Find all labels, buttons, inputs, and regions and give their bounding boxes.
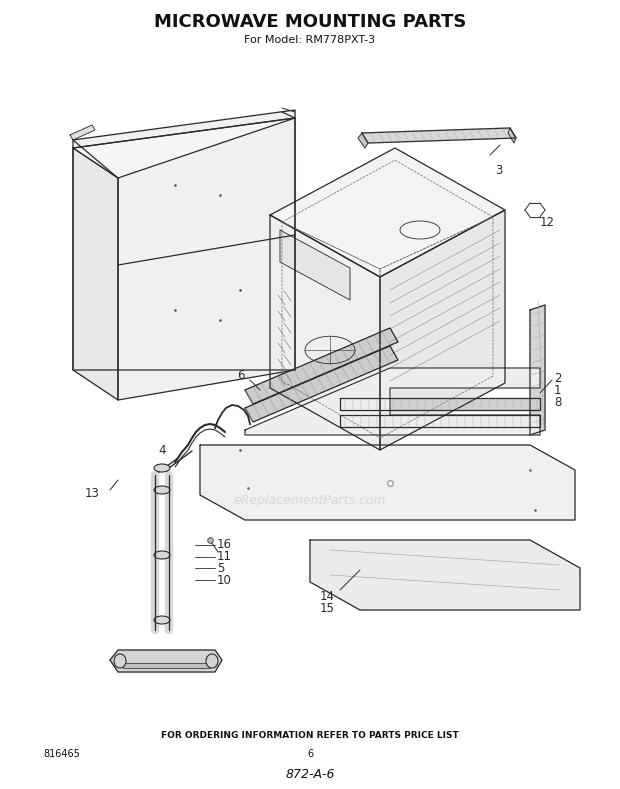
Polygon shape: [358, 133, 368, 148]
Text: 5: 5: [217, 562, 224, 574]
Polygon shape: [73, 110, 295, 148]
Polygon shape: [73, 118, 295, 370]
Text: FOR ORDERING INFORMATION REFER TO PARTS PRICE LIST: FOR ORDERING INFORMATION REFER TO PARTS …: [161, 731, 459, 741]
Ellipse shape: [114, 654, 126, 668]
Polygon shape: [270, 215, 380, 450]
Polygon shape: [245, 346, 398, 422]
Ellipse shape: [154, 486, 170, 494]
Ellipse shape: [154, 551, 170, 559]
Polygon shape: [200, 445, 575, 520]
Polygon shape: [340, 398, 540, 410]
Polygon shape: [530, 305, 545, 435]
Polygon shape: [280, 230, 350, 300]
Text: 8: 8: [554, 395, 561, 409]
Text: 12: 12: [540, 215, 555, 229]
Polygon shape: [245, 328, 398, 404]
Text: 13: 13: [85, 487, 100, 499]
Text: 816465: 816465: [43, 749, 81, 759]
Ellipse shape: [154, 616, 170, 624]
Text: 4: 4: [158, 443, 166, 457]
Polygon shape: [270, 148, 505, 277]
Text: 11: 11: [217, 551, 232, 563]
Text: 3: 3: [495, 163, 502, 177]
Ellipse shape: [154, 464, 170, 472]
Polygon shape: [73, 148, 118, 400]
Polygon shape: [118, 118, 295, 400]
Text: 6: 6: [237, 368, 244, 382]
Text: 14: 14: [320, 590, 335, 604]
Text: 15: 15: [320, 603, 335, 615]
Text: 16: 16: [217, 539, 232, 552]
Polygon shape: [380, 210, 505, 450]
Text: 6: 6: [307, 749, 313, 759]
Polygon shape: [110, 650, 222, 672]
Polygon shape: [310, 540, 580, 610]
Polygon shape: [123, 663, 210, 668]
Text: For Model: RM778PXT-3: For Model: RM778PXT-3: [244, 35, 376, 45]
Text: 1: 1: [554, 383, 562, 397]
Polygon shape: [340, 415, 540, 427]
Text: 10: 10: [217, 574, 232, 586]
Text: MICROWAVE MOUNTING PARTS: MICROWAVE MOUNTING PARTS: [154, 13, 466, 31]
Text: eReplacementParts.com: eReplacementParts.com: [234, 493, 386, 507]
Polygon shape: [362, 128, 516, 143]
Polygon shape: [70, 125, 95, 140]
Text: 872-A-6: 872-A-6: [285, 768, 335, 781]
Text: 2: 2: [554, 372, 562, 384]
Polygon shape: [245, 368, 540, 435]
Polygon shape: [508, 128, 516, 143]
Ellipse shape: [206, 654, 218, 668]
